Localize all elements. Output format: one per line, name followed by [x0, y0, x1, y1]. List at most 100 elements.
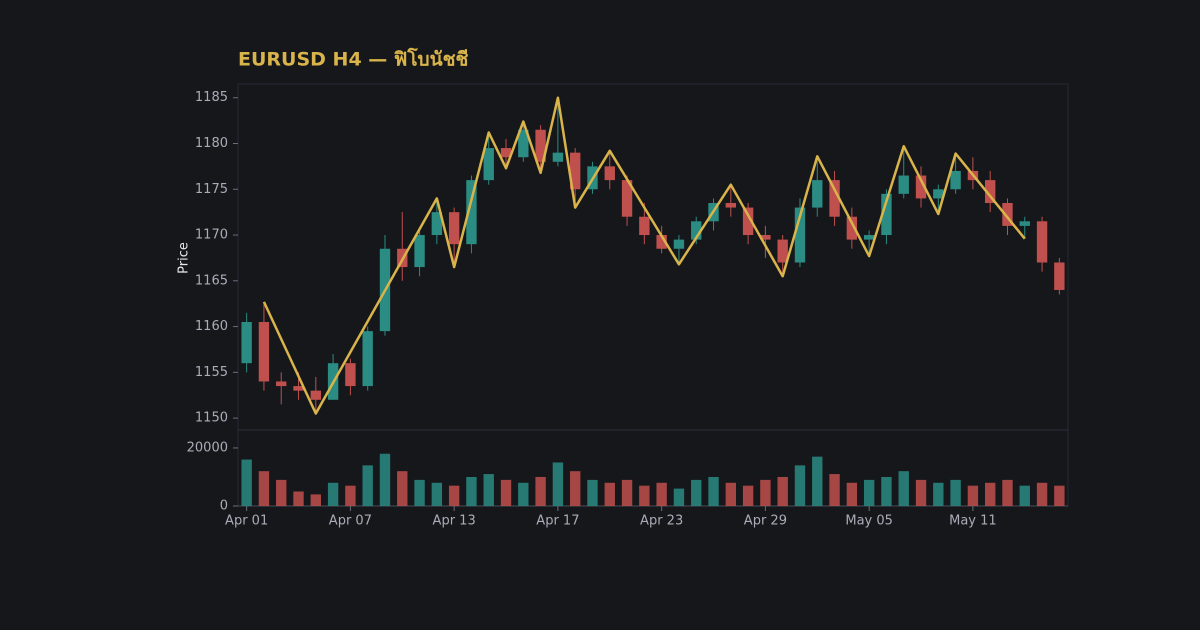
volume-bar: [967, 485, 979, 506]
volume-bar: [898, 471, 909, 506]
candle-body: [950, 170, 961, 190]
y-tick-label: 1155: [195, 365, 228, 380]
candle-body: [414, 235, 425, 268]
candle-body: [258, 321, 270, 382]
candle-body: [500, 148, 512, 158]
candle-body: [1036, 221, 1048, 263]
zigzag-line: [262, 96, 1026, 415]
volume-bar: [1019, 485, 1030, 506]
candle-body: [241, 321, 252, 364]
candle-body: [985, 180, 996, 203]
volume-tick-label: 20000: [187, 440, 228, 455]
candle-body: [552, 152, 564, 162]
candle-body: [1054, 262, 1065, 290]
volume-bar: [310, 494, 321, 506]
candle-body: [656, 235, 667, 249]
volume-bar: [1036, 482, 1048, 506]
candle-body: [742, 207, 754, 236]
volume-bar: [414, 479, 425, 506]
candle-body: [448, 212, 460, 245]
x-tick-label: Apr 01: [225, 514, 268, 529]
candle-body: [1002, 202, 1013, 226]
volume-bar: [397, 471, 408, 506]
volume-bar: [1002, 479, 1013, 506]
x-tick-label: Apr 13: [433, 514, 476, 529]
volume-bar: [760, 479, 771, 506]
volume-bar: [639, 485, 650, 506]
candle-body: [276, 381, 287, 387]
volume-bar: [985, 482, 996, 506]
volume-bar: [466, 476, 477, 506]
y-tick-label: 1180: [195, 136, 228, 151]
volume-bar: [604, 482, 615, 506]
candle-body: [829, 180, 840, 217]
volume-bar: [431, 482, 443, 506]
y-tick-label: 1185: [195, 90, 228, 105]
y-axis-label: Price: [177, 242, 192, 274]
candle-body: [915, 175, 927, 199]
candle-body: [898, 175, 909, 194]
volume-bar: [829, 474, 840, 506]
volume-bar: [673, 488, 685, 506]
volume-bar: [915, 479, 927, 506]
candle-body: [760, 235, 771, 240]
volume-tick-label: 0: [220, 499, 228, 514]
volume-bar: [725, 482, 736, 506]
candle-body: [1019, 221, 1030, 226]
volume-bar: [379, 453, 391, 506]
volume-bar: [812, 456, 823, 506]
y-tick-label: 1165: [195, 273, 228, 288]
candle-body: [881, 193, 892, 236]
candle-body: [846, 216, 858, 240]
volume-bar: [570, 471, 581, 506]
y-tick-label: 1170: [195, 228, 228, 243]
volume-bar: [881, 476, 892, 506]
volume-bar: [293, 491, 304, 506]
volume-bar: [777, 476, 788, 506]
volume-bar: [345, 485, 356, 506]
volume-bar: [863, 479, 875, 506]
y-tick-label: 1150: [195, 411, 228, 426]
x-tick-label: Apr 17: [536, 514, 579, 529]
volume-bar: [742, 485, 754, 506]
candle-body: [794, 207, 806, 263]
volume-bar: [846, 482, 858, 506]
x-tick-label: May 11: [949, 514, 997, 529]
volume-bar: [933, 482, 944, 506]
volume-bar: [448, 485, 460, 506]
volume-bar: [552, 462, 564, 506]
x-tick-label: Apr 07: [329, 514, 372, 529]
volume-bar: [362, 465, 373, 506]
volume-bar: [535, 476, 546, 506]
chart-title: EURUSD H4 — ฟิโบนัชชี: [238, 48, 468, 71]
x-tick-label: Apr 29: [744, 514, 787, 529]
volume-bar: [483, 474, 494, 506]
volume-bar: [621, 479, 633, 506]
candle-body: [639, 216, 650, 236]
volume-bar: [500, 479, 512, 506]
candle-body: [483, 148, 494, 181]
candle-body: [673, 239, 685, 249]
volume-bar: [518, 482, 529, 506]
volume-bar: [327, 482, 339, 506]
volume-bar: [587, 479, 598, 506]
volume-bar: [258, 471, 270, 506]
candle-body: [621, 180, 633, 217]
volume-bar: [656, 482, 667, 506]
y-tick-label: 1160: [195, 319, 228, 334]
candle-body: [431, 212, 443, 236]
candle-body: [691, 221, 702, 240]
y-tick-label: 1175: [195, 182, 228, 197]
x-tick-label: Apr 23: [640, 514, 683, 529]
candle-body: [466, 180, 477, 245]
candle-body: [518, 129, 529, 158]
candle-body: [933, 189, 944, 199]
volume-bar: [691, 479, 702, 506]
volume-bar: [241, 459, 252, 506]
candle-body: [570, 152, 581, 190]
x-tick-label: May 05: [845, 514, 893, 529]
candle-body: [362, 331, 373, 387]
